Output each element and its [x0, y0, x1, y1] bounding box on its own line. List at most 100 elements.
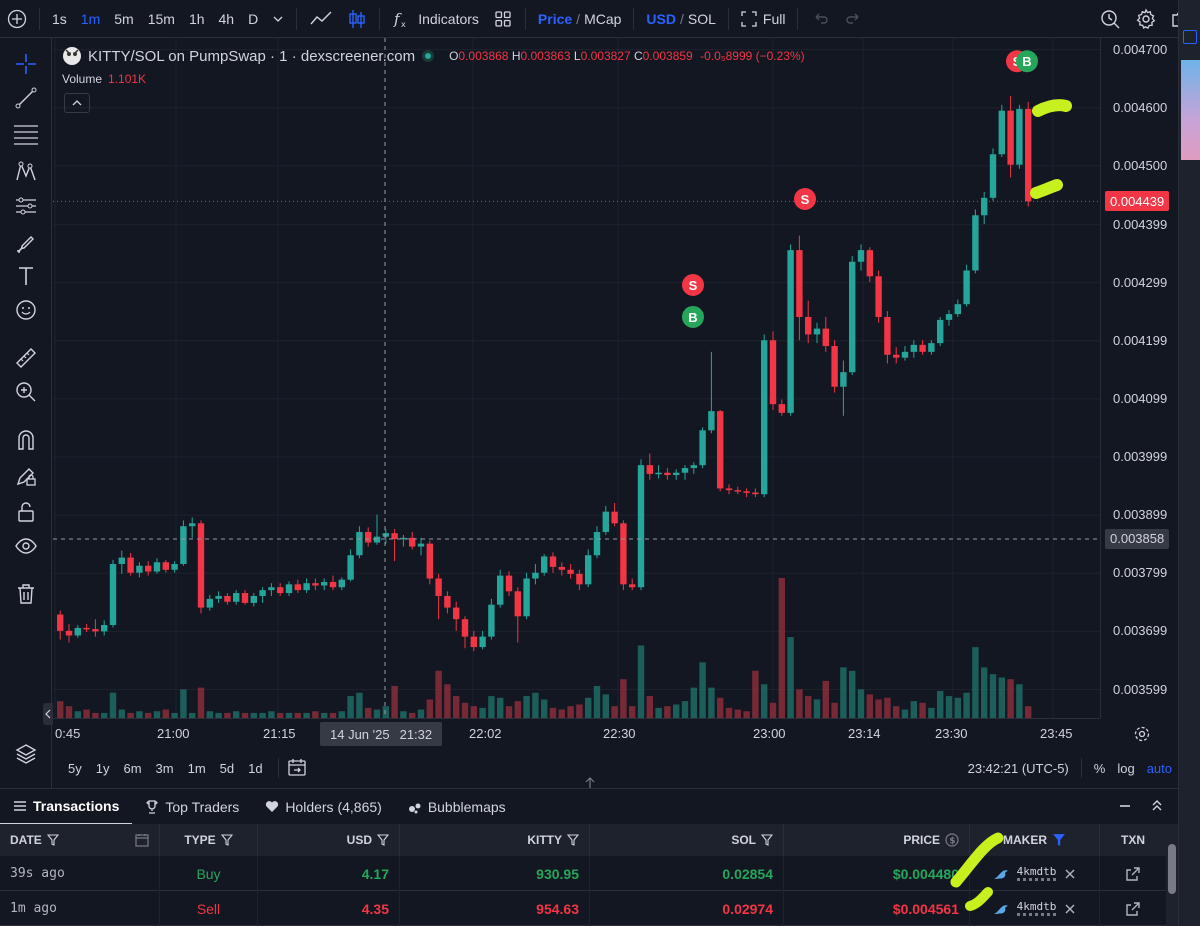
brush-tool[interactable] — [10, 226, 42, 258]
interval-4h[interactable]: 4h — [218, 10, 235, 27]
date-range-button[interactable] — [287, 757, 307, 780]
tab-transactions[interactable]: Transactions — [0, 789, 133, 825]
range-1d[interactable]: 1d — [248, 760, 263, 776]
line-chart-button[interactable] — [302, 0, 340, 38]
projection-tool[interactable] — [10, 190, 42, 222]
row-maker[interactable]: 4kmdtb — [970, 891, 1100, 926]
interval-D[interactable]: D — [248, 10, 259, 27]
scrollbar-thumb[interactable] — [1168, 844, 1176, 894]
fullscreen-button[interactable]: Full — [734, 0, 793, 38]
interval-1m[interactable]: 1m — [80, 10, 101, 27]
candle-body — [761, 340, 768, 495]
usd-option[interactable]: USD — [646, 10, 676, 27]
table-scrollbar[interactable] — [1166, 824, 1178, 926]
sol-option[interactable]: SOL — [687, 10, 716, 27]
tab-holders[interactable]: Holders (4,865) — [252, 789, 395, 825]
candle-body — [972, 215, 979, 271]
clock-label[interactable]: 23:42:21 (UTC-5) — [967, 760, 1069, 776]
col-kitty[interactable]: KITTY — [400, 824, 590, 856]
visibility-tool[interactable] — [10, 530, 42, 562]
col-date[interactable]: DATE — [0, 824, 160, 856]
pattern-tool[interactable] — [10, 156, 42, 188]
mcap-option[interactable]: MCap — [584, 10, 622, 27]
price-mcap-toggle[interactable]: Price / MCap — [531, 0, 629, 38]
price-scale[interactable]: 0.004700 0.004600 0.004500 0.004399 0.004299… — [1100, 38, 1178, 718]
volume-bar — [937, 691, 944, 718]
volume-bar — [769, 702, 777, 718]
magnet-icon — [18, 430, 34, 450]
emoji-tool[interactable] — [10, 294, 42, 326]
candle-body — [241, 593, 249, 603]
object-tree-tool[interactable] — [10, 738, 42, 770]
range-5y[interactable]: 5y — [68, 760, 82, 776]
range-1m[interactable]: 1m — [187, 760, 206, 776]
lock-drawings-tool[interactable] — [10, 460, 42, 492]
col-sol[interactable]: SOL — [590, 824, 784, 856]
candle-body — [778, 404, 785, 413]
tab-bubblemaps-label: Bubblemaps — [427, 798, 506, 815]
price-tick-label: 0.004700 — [1113, 41, 1168, 57]
log-scale-toggle[interactable]: log — [1117, 760, 1135, 776]
pair-title: KITTY/SOL on PumpSwap · 1 · dexscreener.… — [88, 47, 416, 65]
price-chart[interactable]: SBSSB — [53, 38, 1100, 718]
layout-button[interactable] — [486, 0, 520, 38]
axis-settings-button[interactable] — [1133, 725, 1151, 748]
minus-icon — [1120, 805, 1130, 807]
tab-top-traders[interactable]: Top Traders — [132, 789, 252, 825]
undo-button[interactable] — [803, 0, 837, 38]
lock-tool[interactable] — [10, 496, 42, 528]
edge-checkbox[interactable] — [1183, 30, 1197, 44]
magnet-tool[interactable] — [10, 424, 42, 456]
row-maker[interactable]: 4kmdtb — [970, 856, 1100, 891]
maker-id[interactable]: 4kmdtb — [1016, 866, 1057, 881]
minimize-panel-button[interactable] — [1118, 798, 1132, 815]
collapse-legend-button[interactable] — [64, 93, 90, 113]
range-1y[interactable]: 1y — [95, 760, 110, 776]
auto-scale-toggle[interactable]: auto — [1146, 760, 1172, 776]
col-price[interactable]: PRICE $ — [784, 824, 970, 856]
redo-button[interactable] — [837, 0, 871, 38]
percent-scale-toggle[interactable]: % — [1093, 760, 1106, 776]
price-tick-label: 0.003799 — [1113, 565, 1168, 581]
expand-panel-button[interactable] — [1150, 798, 1164, 815]
range-6m[interactable]: 6m — [123, 760, 142, 776]
candle-chart-button[interactable] — [340, 0, 374, 38]
tab-bubblemaps[interactable]: Bubblemaps — [395, 789, 519, 825]
open-value: 0.003868 — [458, 49, 509, 63]
usd-sol-toggle[interactable]: USD / SOL — [639, 0, 722, 38]
volume-bar — [690, 687, 697, 718]
time-axis[interactable]: 14 Jun '25 21:32 0:45 21:00 21:15 22:02 22:3… — [43, 703, 1150, 748]
candle-body — [153, 562, 161, 572]
trendline-tool[interactable] — [10, 82, 42, 114]
range-3m[interactable]: 3m — [155, 760, 174, 776]
row-txn-link[interactable] — [1100, 856, 1166, 891]
row-txn-link[interactable] — [1100, 891, 1166, 926]
fib-tool[interactable] — [10, 118, 42, 150]
interval-1s[interactable]: 1s — [52, 10, 67, 27]
col-type[interactable]: TYPE — [160, 824, 258, 856]
range-5d[interactable]: 5d — [219, 760, 235, 776]
scroll-left-handle[interactable] — [43, 703, 53, 725]
candle-body — [224, 595, 231, 602]
col-maker[interactable]: MAKER — [970, 824, 1100, 856]
interval-5m[interactable]: 5m — [114, 10, 134, 27]
interval-1h[interactable]: 1h — [188, 10, 205, 27]
time-tick-label: 22:30 — [603, 726, 636, 741]
add-symbol-button[interactable] — [0, 0, 34, 38]
interval-15m[interactable]: 15m — [147, 10, 175, 27]
volume-bar — [426, 699, 433, 718]
settings-button[interactable] — [1128, 0, 1164, 38]
measure-tool[interactable] — [10, 342, 42, 374]
remove-drawings-tool[interactable] — [10, 578, 42, 610]
text-tool[interactable] — [10, 260, 42, 292]
quick-search-button[interactable] — [1092, 0, 1128, 38]
zoom-tool[interactable] — [10, 376, 42, 408]
col-usd[interactable]: USD — [258, 824, 400, 856]
toolbar-divider — [633, 7, 635, 30]
crosshair-tool[interactable] — [10, 48, 42, 80]
maker-id[interactable]: 4kmdtb — [1016, 901, 1057, 916]
price-option[interactable]: Price — [537, 10, 573, 27]
interval-dropdown[interactable] — [265, 0, 291, 38]
